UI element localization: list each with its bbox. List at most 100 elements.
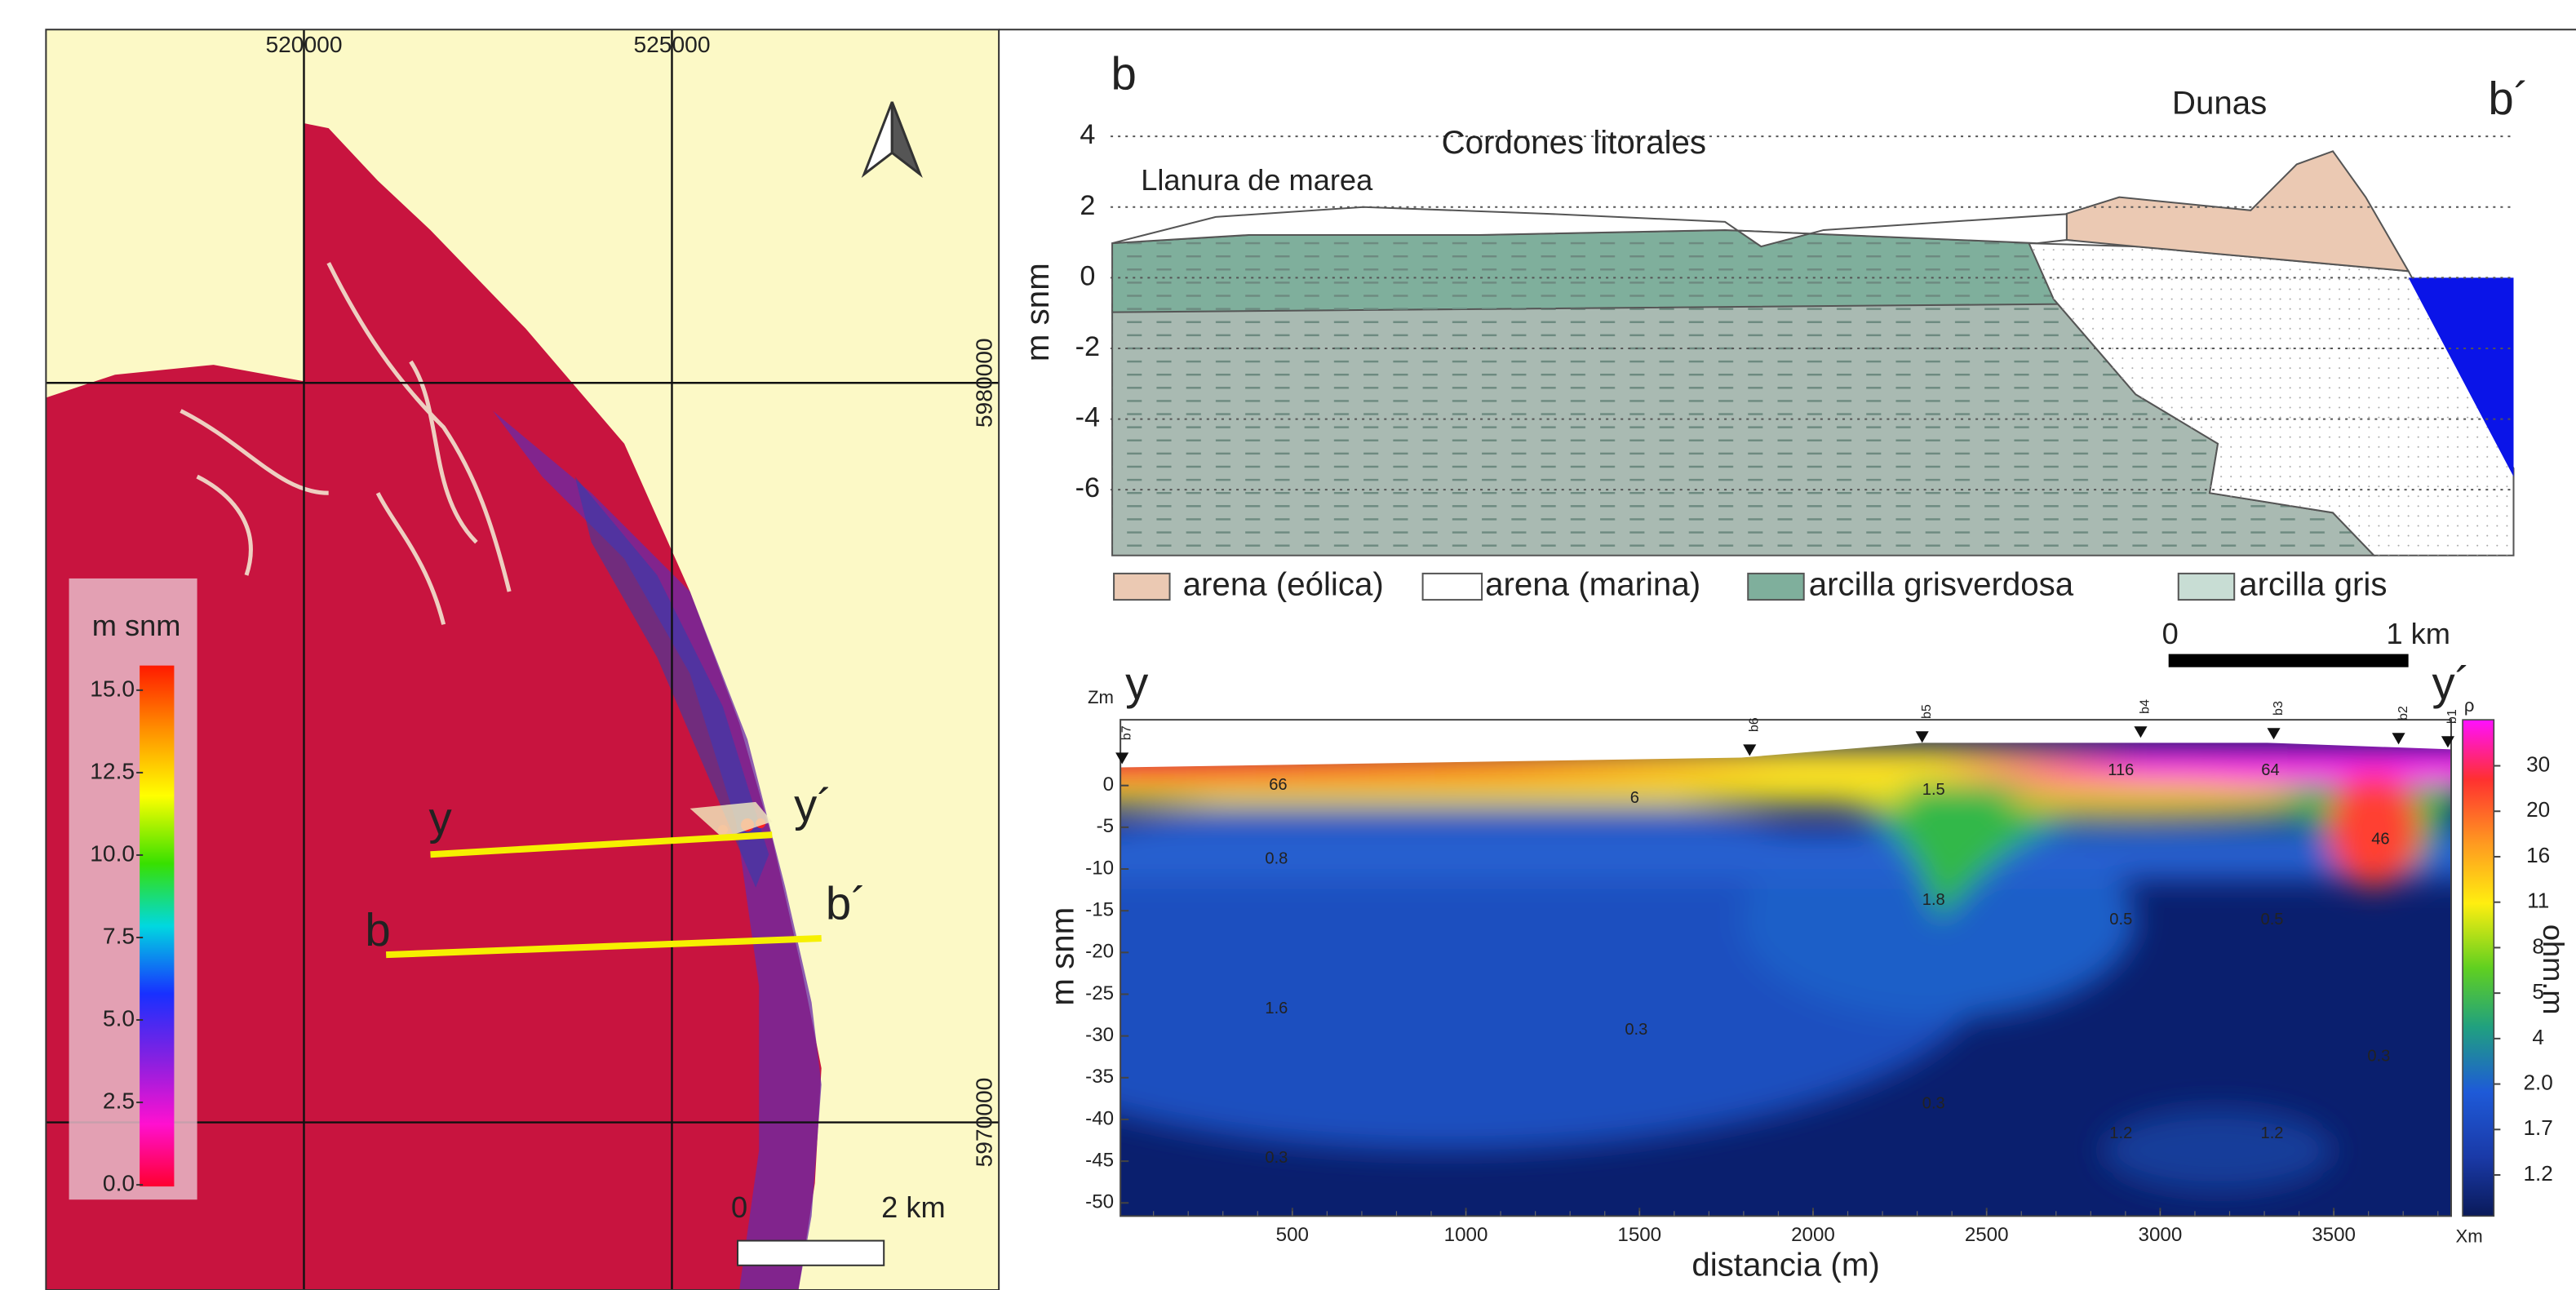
scale-label: 0 <box>731 1190 747 1224</box>
section-label: b <box>1111 48 1136 100</box>
arena-marina-top <box>1111 206 2075 248</box>
annotation: Dunas <box>2172 85 2267 122</box>
profile-line <box>385 934 822 959</box>
electrode-marker <box>1115 752 1129 765</box>
profile-label: y´ <box>2432 658 2471 709</box>
north-arrow <box>861 101 923 178</box>
colorbar-label: 0.0 <box>103 1170 135 1196</box>
colorbar-label: 1.7 <box>2524 1115 2553 1140</box>
x-tick-label: 3500 <box>2312 1224 2356 1246</box>
value-label: 0.5 <box>2109 911 2132 929</box>
y-tick-label: -5 <box>1097 815 1114 837</box>
colorbar-label: 16 <box>2526 843 2550 867</box>
profile-label: b´ <box>826 878 867 929</box>
above-surface <box>1120 720 2451 768</box>
landmass <box>46 123 822 1290</box>
electrode-label: b4 <box>2138 699 2153 714</box>
scale-bar <box>737 1239 885 1266</box>
y-tick-label: -2 <box>1075 331 1100 362</box>
value-label: 64 <box>2261 761 2279 779</box>
electrode-marker <box>1915 731 1929 743</box>
profile-line <box>430 831 773 858</box>
scale-label: 0 <box>2162 617 2179 650</box>
resistivity-image <box>1120 720 2451 1217</box>
profile-label: b <box>365 904 390 955</box>
value-label: 0.3 <box>1922 1095 1945 1113</box>
y-tick-label: 4 <box>1080 119 1095 150</box>
colorbar-label: 10.0 <box>90 840 135 866</box>
x-coordinate: 525000 <box>633 31 710 57</box>
resistivity-zone <box>2103 1109 2334 1192</box>
value-label: 1.2 <box>2261 1124 2284 1142</box>
legend-label: arena (marina) <box>1485 566 1700 603</box>
z-corner-label: Zm <box>1088 687 1114 707</box>
legend-swatch <box>1421 572 1483 601</box>
y-tick-label: -4 <box>1075 402 1100 433</box>
electrode-marker <box>2441 736 2455 748</box>
colorbar <box>140 665 175 1187</box>
electrode-label: b7 <box>1119 725 1133 740</box>
y-tick-label: -35 <box>1085 1066 1114 1088</box>
x-tick-label: 500 <box>1276 1224 1309 1246</box>
value-label: 1.6 <box>1265 1000 1288 1017</box>
value-label: 0.3 <box>1265 1149 1288 1167</box>
colorbar-title: ohm.m <box>2537 924 2570 1015</box>
colorbar-label: 8 <box>2532 933 2544 958</box>
legend-swatch <box>1113 572 1171 601</box>
value-label: 0.8 <box>1265 850 1288 868</box>
x-tick-label: 2500 <box>1965 1224 2009 1246</box>
y-tick-label: 0 <box>1080 260 1095 291</box>
x-tick-label: 1000 <box>1444 1224 1488 1246</box>
legend-label: arena (eólica) <box>1183 566 1384 603</box>
electrode-marker <box>2267 728 2281 740</box>
colorbar-label: 5.0 <box>103 1004 135 1031</box>
x-corner-label: Xm <box>2456 1226 2483 1246</box>
y-tick-label: 0 <box>1103 774 1114 796</box>
electrode-label: b5 <box>1919 704 1934 719</box>
y-tick-label: -20 <box>1085 941 1114 963</box>
value-label: 1.2 <box>2109 1124 2132 1142</box>
colorbar-label: 30 <box>2526 751 2550 776</box>
y-tick-label: -50 <box>1085 1191 1114 1213</box>
x-tick-label: 3000 <box>2139 1224 2183 1246</box>
electrode-marker <box>2134 726 2148 738</box>
colorbar-label: 5 <box>2532 979 2544 1004</box>
sea <box>2408 277 2514 477</box>
colorbar-label: 11 <box>2527 889 2549 913</box>
tomography-panel: y y´ Zm ρ Xm distancia (m) m snm ohm.m <box>1044 658 2570 1283</box>
x-tick-label: 2000 <box>1791 1224 1835 1246</box>
y-axis-label: m snm <box>1044 907 1080 1006</box>
electrode-marker <box>1743 744 1757 756</box>
profile-label: y <box>1125 658 1149 709</box>
value-label: 1.8 <box>1922 891 1945 909</box>
electrode-label: b6 <box>1747 717 1762 732</box>
colorbar <box>2462 719 2495 1217</box>
rho-label: ρ <box>2464 695 2475 716</box>
colorbar-title: m snm <box>92 609 181 642</box>
annotation: Cordones litorales <box>1442 124 1706 161</box>
profile-label: y <box>428 792 452 844</box>
colorbar-label: 2.0 <box>2524 1070 2553 1094</box>
y-tick-label: -6 <box>1075 472 1100 503</box>
map-grid <box>46 29 1000 1290</box>
colorbar-label: 1.2 <box>2524 1161 2553 1186</box>
y-tick-label: 2 <box>1080 190 1095 221</box>
electrode-label: b1 <box>2445 709 2459 724</box>
clay-pattern <box>1112 229 2062 313</box>
colorbar-label: 15.0 <box>90 675 135 701</box>
y-tick-label: -45 <box>1085 1149 1114 1171</box>
colorbar-label: 7.5 <box>103 922 135 948</box>
colorbar-labels: 15.0 12.5 10.0 7.5 5.0 2.5 0.0 <box>90 675 144 1196</box>
colorbar-label: 2.5 <box>103 1088 135 1114</box>
legend-swatch <box>2177 572 2236 601</box>
resistivity-zone <box>1120 830 2451 880</box>
x-tick-label: 1500 <box>1617 1224 1661 1246</box>
value-label: 1.5 <box>1922 781 1945 799</box>
x-coordinate: 520000 <box>265 31 342 57</box>
colorbar-label: 4 <box>2532 1025 2544 1049</box>
y-coordinate: 5980000 <box>970 338 996 428</box>
resistivity-zone <box>2004 780 2300 813</box>
y-tick-label: -40 <box>1085 1107 1114 1129</box>
resistivity-zone <box>2327 772 2420 888</box>
